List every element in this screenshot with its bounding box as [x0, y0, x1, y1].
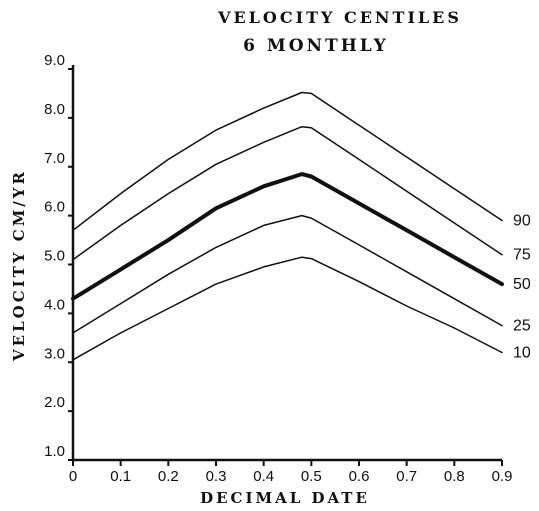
centile-line-10	[72, 256, 503, 361]
axes	[71, 65, 502, 462]
x-axis-label: DECIMAL DATE	[200, 489, 370, 507]
y-tick-label: 8.0	[44, 101, 65, 118]
centile-line-50	[71, 172, 504, 301]
ticks: 1.0 2.0 3.0 4.0 5.0 6.0 7.0 8.0 9.0 0 0.1 0.2 0.3 0.4…	[44, 52, 512, 485]
x-tick-label: 0.5	[301, 468, 322, 485]
y-tick-label: 9.0	[44, 52, 65, 69]
x-tick-label: 0.3	[206, 468, 227, 485]
centile-line-90	[72, 91, 503, 232]
centile-label-10: 10	[513, 344, 531, 361]
y-tick-label: 5.0	[44, 248, 65, 265]
x-tick-label: 0.1	[110, 468, 131, 485]
x-tick-label: 0.4	[253, 468, 274, 485]
centile-label-50: 50	[513, 276, 531, 293]
y-tick-label: 2.0	[44, 394, 65, 411]
y-tick-label: 1.0	[44, 443, 65, 460]
y-tick-label: 4.0	[44, 296, 65, 313]
chart-title: VELOCITY CENTILES	[217, 8, 462, 27]
x-tick-label: 0.6	[349, 468, 370, 485]
centile-label-90: 90	[513, 213, 531, 230]
y-tick-label: 7.0	[44, 150, 65, 167]
x-tick-label: 0.7	[396, 468, 417, 485]
x-tick-label: 0	[69, 468, 77, 485]
centile-lines	[71, 91, 504, 361]
x-tick-label: 0.2	[158, 468, 179, 485]
y-tick-label: 6.0	[44, 199, 65, 216]
centile-line-75	[72, 125, 503, 261]
centile-label-25: 25	[513, 318, 531, 335]
x-tick-label: 0.8	[444, 468, 465, 485]
chart-subtitle: 6 MONTHLY	[243, 36, 389, 56]
y-axis-label: VELOCITY CM/YR	[10, 169, 28, 362]
centile-line-25	[72, 214, 503, 334]
centile-labels: 90 75 50 25 10	[513, 213, 531, 362]
y-tick-label: 3.0	[44, 345, 65, 362]
centile-label-75: 75	[513, 247, 531, 264]
x-tick-label: 0.9	[492, 468, 513, 485]
